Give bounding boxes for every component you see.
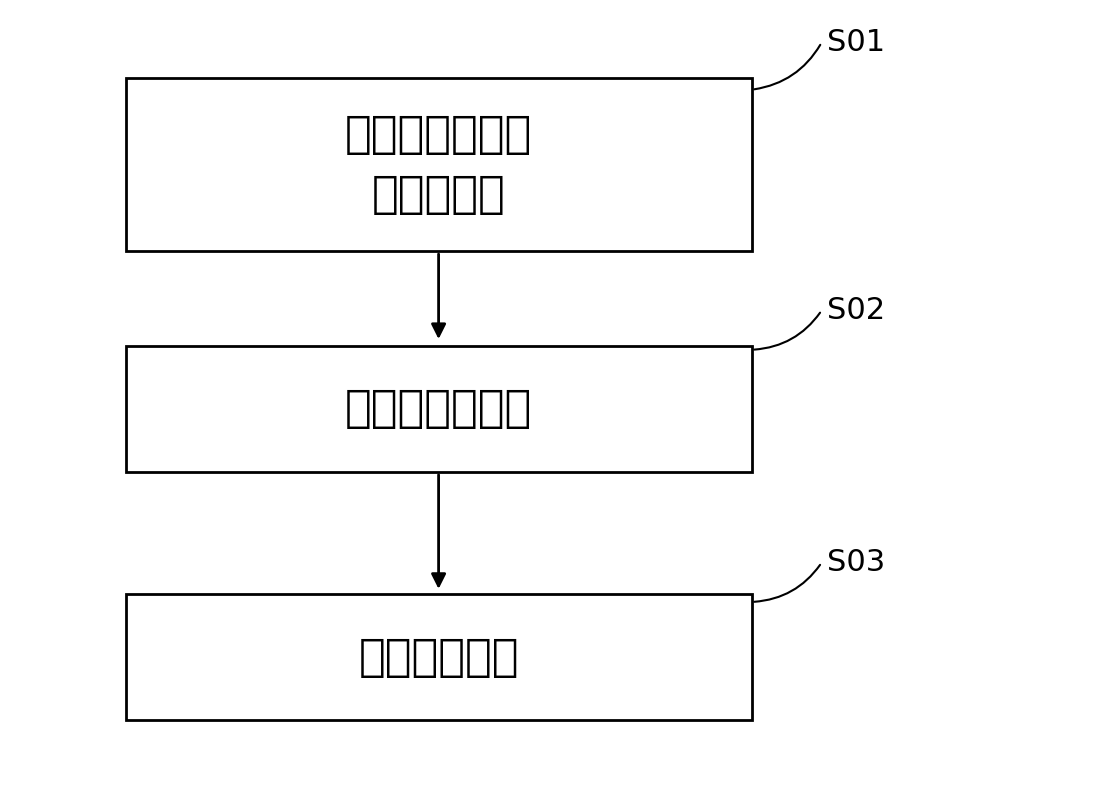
Bar xyxy=(126,594,752,720)
Text: 配制钴盐和分散
剂混合溶液: 配制钴盐和分散 剂混合溶液 xyxy=(345,113,532,216)
Text: 制备钴盐配合物: 制备钴盐配合物 xyxy=(345,387,532,431)
Text: S02: S02 xyxy=(827,296,885,325)
Bar xyxy=(126,346,752,472)
Bar xyxy=(126,78,752,251)
Text: S03: S03 xyxy=(827,548,885,577)
Text: S01: S01 xyxy=(827,28,885,57)
Text: 制备超细钴粉: 制备超细钴粉 xyxy=(359,636,519,678)
